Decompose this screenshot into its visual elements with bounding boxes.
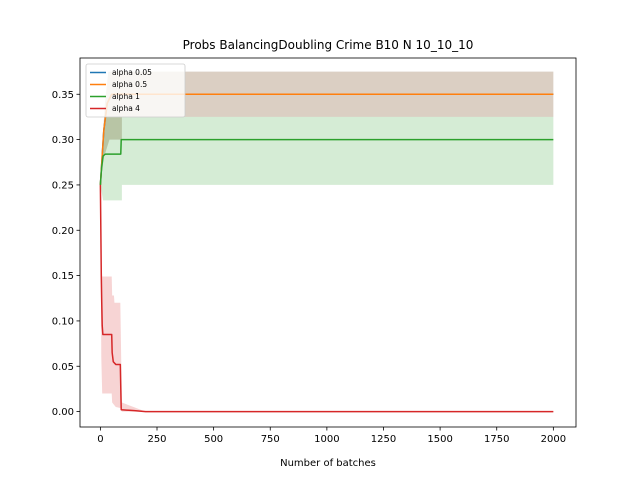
y-tick-label: 0.20 bbox=[52, 226, 74, 237]
confidence-bands bbox=[100, 71, 554, 412]
legend-label: alpha 0.5 bbox=[112, 80, 147, 89]
line-series-2 bbox=[99, 138, 554, 185]
y-tick-label: 0.25 bbox=[52, 180, 74, 191]
legend-label: alpha 4 bbox=[112, 104, 140, 113]
y-tick-label: 0.00 bbox=[52, 407, 74, 418]
x-tick-label: 250 bbox=[147, 434, 166, 445]
x-tick-label: 500 bbox=[204, 434, 223, 445]
legend-label: alpha 1 bbox=[112, 92, 140, 101]
band-series-2 bbox=[100, 116, 554, 201]
x-tick-label: 750 bbox=[261, 434, 280, 445]
x-axis-label: Number of batches bbox=[280, 458, 376, 469]
x-tick-label: 1250 bbox=[371, 434, 396, 445]
x-tick-label: 1750 bbox=[484, 434, 509, 445]
line-series-3 bbox=[99, 184, 554, 413]
band-series-1 bbox=[100, 71, 554, 185]
y-tick-label: 0.10 bbox=[52, 316, 74, 327]
x-tick-label: 2000 bbox=[541, 434, 566, 445]
chart-title: Probs BalancingDoubling Crime B10 N 10_1… bbox=[183, 38, 474, 52]
x-tick-label: 0 bbox=[97, 434, 103, 445]
y-axis: 0.00 0.05 0.10 0.15 0.20 0.25 0.30 0.35 bbox=[52, 90, 80, 418]
legend: alpha 0.05 alpha 0.5 alpha 1 alpha 4 bbox=[85, 63, 186, 118]
y-tick-label: 0.15 bbox=[52, 271, 74, 282]
y-tick-label: 0.05 bbox=[52, 362, 74, 373]
legend-label: alpha 0.05 bbox=[112, 68, 152, 77]
plot-frame bbox=[79, 57, 577, 428]
legend-box bbox=[85, 63, 186, 118]
x-tick-label: 1000 bbox=[314, 434, 339, 445]
y-tick-label: 0.30 bbox=[52, 135, 74, 146]
y-tick-label: 0.35 bbox=[52, 90, 74, 101]
x-tick-label: 1500 bbox=[427, 434, 452, 445]
band-series-0 bbox=[100, 71, 554, 185]
x-axis: 0 250 500 750 1000 1250 1500 1750 2000 bbox=[97, 427, 566, 445]
